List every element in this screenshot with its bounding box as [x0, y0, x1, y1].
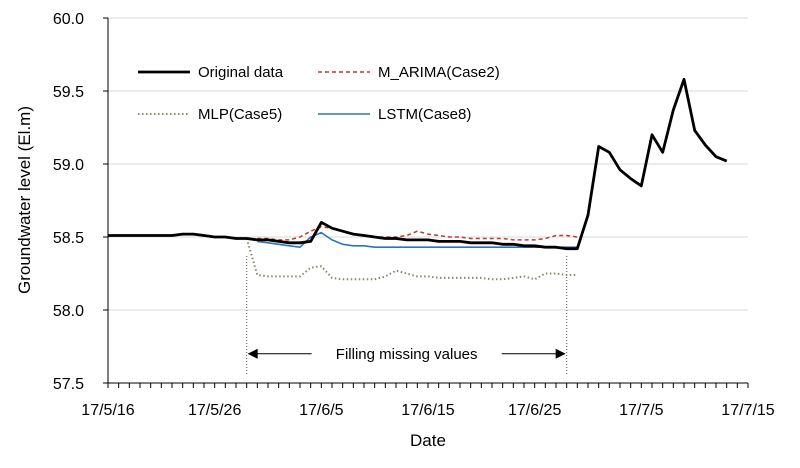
x-tick-label: 17/6/15 [401, 402, 454, 419]
arrowhead-right [555, 348, 566, 359]
axes: 57.5 58.0 58.5 59.0 59.5 60.0 17/5/16 17/5/26 17… [53, 11, 775, 419]
series-line-original [108, 77, 728, 251]
arrowhead-left [247, 348, 258, 359]
x-tick-label: 17/7/5 [619, 402, 664, 419]
legend: Original data M_ARIMA(Case2) MLP(Case5) LST… [138, 64, 500, 123]
annotation-label: Filling missing values [336, 346, 478, 363]
x-tick-label: 17/6/25 [508, 402, 561, 419]
annotation: Filling missing values [246, 255, 568, 375]
y-axis-title: Groundwater level (El.m) [15, 106, 34, 294]
y-tick-label: 58.5 [53, 230, 84, 247]
y-tick-label: 60.0 [53, 11, 84, 28]
y-tick-label: 59.5 [53, 84, 84, 101]
legend-label-original: Original data [198, 64, 284, 81]
x-tick-label: 17/7/15 [721, 402, 774, 419]
y-tick-label: 57.5 [53, 376, 84, 393]
y-tick-label: 58.0 [53, 303, 84, 320]
series-line-arima [257, 226, 578, 241]
legend-label-lstm: LSTM(Case8) [378, 106, 471, 123]
x-tick-label: 17/5/26 [188, 402, 241, 419]
legend-label-arima: M_ARIMA(Case2) [378, 64, 500, 81]
x-tick-label: 17/5/16 [81, 402, 134, 419]
y-tick-label: 59.0 [53, 157, 84, 174]
legend-label-mlp: MLP(Case5) [198, 106, 282, 123]
gridlines [108, 17, 748, 311]
series [108, 77, 728, 281]
x-axis-title: Date [410, 431, 446, 450]
x-tick-label: 17/6/5 [299, 402, 344, 419]
